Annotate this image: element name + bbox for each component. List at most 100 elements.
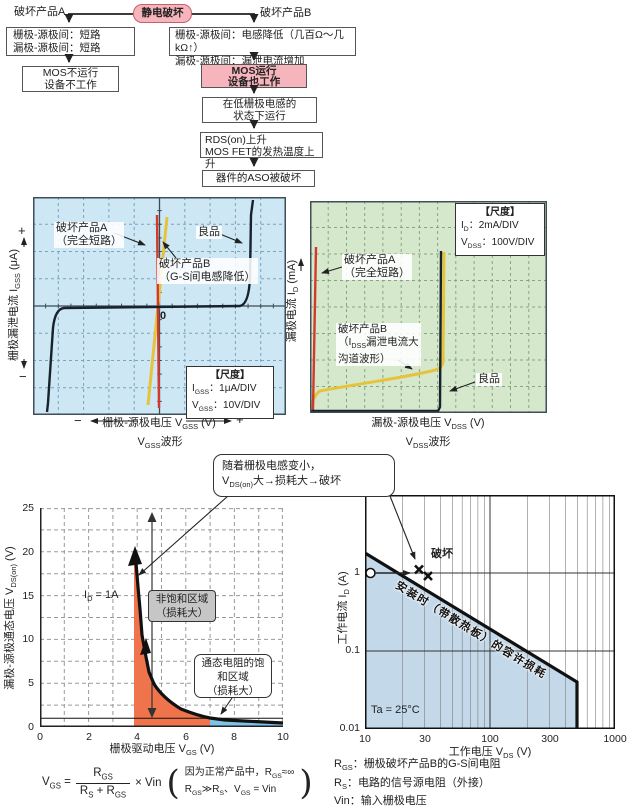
gss-label-product-a-line2: （完全短路）	[56, 235, 122, 247]
vdson-id-condition: ID = 1A	[84, 589, 119, 604]
vdson-double-arrow-top	[147, 512, 157, 522]
aso-operating-point-marker	[365, 567, 376, 579]
aso-x-axis-title: 工作电压 VDS (V)	[448, 746, 532, 761]
vdson-ytick-15: 15	[22, 590, 34, 602]
dss-scale-row1: ID：2mA/DIV	[461, 220, 519, 233]
vgs-formula: VGS = RGS RS + RGS × Vin ( 因为正常产品中，RGS≈∞…	[42, 766, 313, 800]
gss-x-plus: +	[236, 412, 244, 427]
flow-box-b5: 器件的ASO被破坏	[202, 170, 315, 187]
aso-xtick-30: 30	[419, 733, 431, 745]
flow-box-b2-line2: 设备也工作	[227, 76, 281, 88]
formula-lhs: VGS =	[42, 775, 71, 791]
gss-label-product-a-line1: 破坏产品A	[56, 222, 108, 234]
gss-waveform-caption: VGSS波形	[137, 436, 183, 451]
aso-y-axis-title: 工作电流 ID (A)	[337, 571, 352, 645]
vdson-curve-arrowhead-top	[128, 546, 142, 566]
gss-label-product-b: 破坏产品B （G-S间电感降低）	[157, 258, 258, 284]
flow-box-b3: 在低栅极电感的 状态下运行	[202, 97, 317, 123]
dss-label-product-b-line1: 破坏产品B	[338, 323, 388, 335]
vdson-ytick-0: 0	[28, 721, 34, 733]
formula-fraction: RGS RS + RGS	[75, 767, 131, 799]
formula-open-paren: (	[166, 763, 180, 803]
aso-ytick-0_01: 0.01	[339, 722, 360, 734]
flow-box-a2: MOS不运行 设备不工作	[22, 66, 119, 92]
aso-grid-minor-v	[402, 495, 610, 729]
gss-scale-title: 【尺度】	[210, 370, 250, 381]
vdson-xtick-2: 2	[86, 731, 92, 743]
dss-label-product-a: 破坏产品A （完全短路）	[342, 254, 412, 280]
vdson-region1-line2: （损耗大）	[155, 607, 209, 619]
aso-destroy-mark-1	[414, 564, 424, 575]
formula-note2: RGS≫RS、VGS = Vin	[184, 784, 277, 797]
flow-box-a1-line1: 栅极-源极间：短路	[13, 29, 101, 41]
formula-close-paren: )	[299, 763, 313, 803]
flow-box-b1: 栅极-源极间：电感降低（几百Ω～几kΩ↑） 漏极-源极间：漏泄电流增加	[169, 27, 356, 67]
dss-trace-product-a	[311, 246, 318, 411]
gss-x-axis-title: 栅极-源极电压 VGSS (V)	[102, 417, 216, 432]
legend-row-rgs: RGS：栅极破坏产品B的G-S间电阻	[334, 758, 501, 773]
callout-gate-resistance: 随着栅极电感变小， VDS(on)大→损耗大→破坏	[213, 454, 395, 498]
vdson-xtick-8: 8	[231, 731, 237, 743]
flow-box-b4: RDS(on)上升 MOS FET的发热温度上升	[200, 132, 323, 170]
vdson-axes	[40, 508, 283, 727]
dss-label-product-b: 破坏产品B （IDSS漏泄电流大 沟道波形）	[336, 323, 421, 367]
dss-plot-border	[310, 201, 547, 413]
formula-denominator: RS + RGS	[79, 784, 127, 799]
formula-notes: 因为正常产品中，RGS≈∞ RGS≫RS、VGS = Vin	[185, 766, 295, 800]
legend-row-rs: RS：电路的信号源电阻（外接）	[334, 776, 490, 791]
flow-box-b1-line1: 栅极-源极间：电感降低（几百Ω～几kΩ↑）	[175, 29, 344, 54]
vdson-curve-arrowhead-mid	[140, 638, 151, 655]
dss-label-product-a-line1: 破坏产品A	[344, 254, 396, 266]
dss-scale-title: 【尺度】	[480, 207, 520, 218]
vdson-curve	[134, 562, 283, 725]
vdson-region1-label: 非饱和区域 （损耗大）	[148, 590, 216, 622]
dss-label-good: 良品	[476, 373, 502, 386]
gss-label-product-a: 破坏产品A （完全短路）	[54, 222, 124, 248]
flow-box-b2-line1: MOS运行	[231, 65, 277, 77]
aso-chart	[365, 495, 615, 729]
vdson-region2-line1: 通态电阻的饱	[201, 657, 265, 669]
flow-label-product-b: 破坏产品B	[260, 7, 312, 19]
vdson-region2-line2: 和区域	[217, 671, 249, 683]
dss-y-axis-title: 漏极电流 ID (mA)	[286, 259, 301, 343]
gss-label-product-b-line2: （G-S间电感降低）	[159, 271, 256, 283]
callout-line2: VDS(on)大→损耗大→破坏	[222, 475, 342, 490]
aso-ytick-0_1: 0.1	[345, 644, 360, 656]
flow-box-b2: MOS运行 设备也工作	[201, 64, 307, 88]
aso-xtick-1000: 1000	[603, 733, 627, 745]
vdson-ytick-25: 25	[22, 502, 34, 514]
symbol-legend: RGS：栅极破坏产品B的G-S间电阻 RS：电路的信号源电阻（外接） Vin：输…	[334, 757, 501, 807]
dss-scale-row2: VDSS：100V/DIV	[461, 237, 535, 250]
aso-boundary-line	[365, 551, 579, 729]
vdson-ytick-10: 10	[22, 633, 34, 645]
gss-x-minus: −	[74, 413, 82, 428]
aso-plot-border	[365, 495, 615, 729]
dss-label-product-a-line2: （完全短路）	[344, 267, 410, 279]
vdson-x-axis-title: 栅极驱动电压 VGS (V)	[109, 743, 215, 758]
flow-box-b4-line1: RDS(on)上升	[205, 134, 267, 146]
gss-scale-row1: IGSS：1μA/DIV	[192, 383, 257, 396]
gss-trace-good	[45, 199, 255, 413]
dss-label-product-b-line2: （IDSS漏泄电流大	[338, 336, 419, 351]
aso-destroy-mark-2	[423, 571, 433, 581]
flow-box-a1-line2: 漏极-源极间：短路	[13, 42, 101, 54]
gss-zero-label: 0	[160, 310, 167, 322]
flow-box-a2-line1: MOS不运行	[42, 67, 99, 79]
vdson-ytick-20: 20	[22, 546, 34, 558]
vdson-xtick-6: 6	[183, 731, 189, 743]
vdson-region1-line1: 非饱和区域	[155, 593, 209, 605]
vdson-region2-line3: （损耗大）	[206, 685, 260, 697]
flow-root-esd: 静电破坏	[133, 4, 192, 23]
vdson-y-axis-title: 漏极-源极通态电压 VDS(on) (V)	[4, 546, 19, 690]
gss-y-minus: −	[19, 369, 27, 384]
vdson-xtick-4: 4	[134, 731, 140, 743]
vdson-xtick-10: 10	[277, 731, 289, 743]
formula-note1: 因为正常产品中，RGS≈∞	[184, 767, 295, 780]
aso-xtick-300: 300	[541, 733, 559, 745]
callout-line1: 随着栅极电感变小，	[222, 460, 321, 472]
flow-box-b3-line2: 状态下运行	[233, 110, 286, 122]
formula-numerator: RGS	[75, 767, 131, 784]
gss-label-product-b-line1: 破坏产品B	[159, 258, 211, 270]
flow-label-product-a: 破坏产品A	[14, 6, 66, 18]
